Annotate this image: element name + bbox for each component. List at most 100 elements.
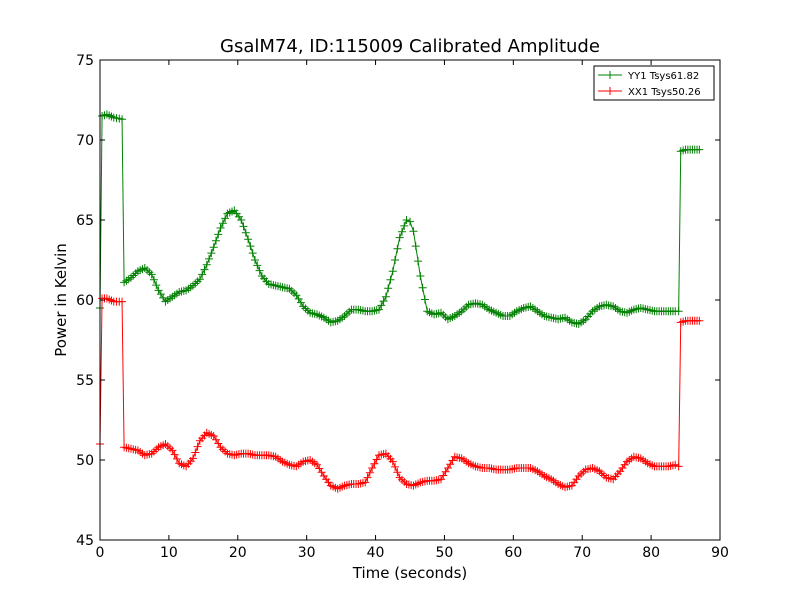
series-2 <box>96 294 704 493</box>
data-point-marker <box>207 249 216 258</box>
y-tick-label: 55 <box>76 373 94 389</box>
series-1 <box>96 110 704 328</box>
y-tick-label: 65 <box>76 213 94 229</box>
data-point-marker <box>406 217 414 226</box>
data-point-marker <box>674 307 683 316</box>
data-point-marker <box>246 242 255 251</box>
data-point-marker <box>172 454 181 463</box>
data-point-marker <box>221 214 230 223</box>
data-point-marker <box>147 270 156 279</box>
x-tick-label: 50 <box>436 545 454 561</box>
y-tick-label: 45 <box>76 533 94 549</box>
data-point-marker <box>372 455 381 464</box>
data-point-marker <box>397 227 406 236</box>
data-point-marker <box>211 236 220 245</box>
y-tick-label: 50 <box>76 453 94 469</box>
legend: YY1 Tsys61.82 XX1 Tsys50.26 <box>593 65 715 101</box>
data-point-marker <box>391 256 400 264</box>
data-point-marker <box>695 316 704 325</box>
data-point-marker <box>191 448 200 457</box>
data-point-marker <box>216 224 225 232</box>
data-point-marker <box>381 292 390 301</box>
data-point-marker <box>388 267 397 276</box>
data-point-marker <box>205 254 214 263</box>
data-point-marker <box>118 115 127 124</box>
data-point-marker <box>671 460 680 469</box>
data-point-marker <box>379 297 388 306</box>
data-point-marker <box>255 266 264 275</box>
data-point-marker <box>414 257 423 266</box>
data-point-marker <box>248 249 257 258</box>
data-point-marker <box>209 243 218 252</box>
y-tick-label: 75 <box>76 53 94 69</box>
data-point-marker <box>409 227 418 236</box>
x-tick-label: 0 <box>96 545 105 561</box>
data-point-marker <box>418 283 427 292</box>
data-point-marker <box>168 446 177 455</box>
data-point-marker <box>402 216 411 224</box>
x-tick-label: 80 <box>642 545 660 561</box>
data-point-marker <box>393 244 402 253</box>
data-point-marker <box>377 301 386 310</box>
data-point-marker <box>361 478 370 487</box>
data-point-marker <box>251 256 259 264</box>
data-point-marker <box>393 468 402 477</box>
data-point-marker <box>170 450 179 459</box>
data-point-marker <box>193 442 202 451</box>
data-point-marker <box>189 454 197 463</box>
x-axis-title: Time (seconds) <box>352 564 468 582</box>
data-point-marker <box>370 459 379 468</box>
data-point-marker <box>384 284 393 293</box>
x-tick-label: 20 <box>229 545 247 561</box>
x-tick-label: 10 <box>160 545 178 561</box>
x-tick-label: 70 <box>573 545 591 561</box>
legend-label: YY1 Tsys61.82 <box>627 71 699 82</box>
data-point-marker <box>118 297 127 306</box>
legend-swatch-marker <box>606 71 614 79</box>
legend-box <box>593 65 715 101</box>
data-point-marker <box>416 272 425 280</box>
legend-entry: XX1 Tsys50.26 <box>598 87 701 98</box>
x-tick-label: 60 <box>504 545 522 561</box>
series-markers <box>96 294 704 493</box>
x-tick-label: 40 <box>367 545 385 561</box>
data-point-marker <box>695 145 704 154</box>
data-point-marker <box>149 275 158 284</box>
y-axis-title: Power in Kelvin <box>52 243 70 357</box>
data-point-marker <box>391 462 400 471</box>
data-point-marker <box>198 270 207 279</box>
data-point-marker <box>239 222 248 231</box>
legend-label: XX1 Tsys50.26 <box>628 87 701 98</box>
data-point-marker <box>214 230 223 239</box>
data-point-marker <box>388 457 397 466</box>
x-tick-label: 90 <box>711 545 729 561</box>
y-tick-label: 70 <box>76 133 94 149</box>
chart-title: GsalM74, ID:115009 Calibrated Amplitude <box>220 36 600 57</box>
data-point-marker <box>253 261 262 270</box>
data-point-marker <box>241 228 250 237</box>
data-point-marker <box>411 242 420 251</box>
data-point-marker <box>244 235 253 244</box>
data-point-marker <box>200 265 209 274</box>
data-point-marker <box>420 295 429 304</box>
data-point-marker <box>674 462 683 471</box>
plot-area <box>96 110 704 493</box>
data-point-marker <box>202 260 211 269</box>
data-point-marker <box>375 305 383 314</box>
ticks: 0 10 20 30 40 50 60 70 80 90 45 50 55 60 65 70 75 <box>76 53 729 561</box>
data-point-marker <box>386 275 395 284</box>
legend-entry: YY1 Tsys61.82 <box>598 71 699 82</box>
data-point-marker <box>363 473 372 482</box>
data-point-marker <box>400 221 409 230</box>
data-point-marker <box>195 275 204 284</box>
series-markers <box>96 110 704 328</box>
x-tick-label: 30 <box>298 545 316 561</box>
data-point-marker <box>152 281 161 290</box>
data-point-marker <box>395 233 404 242</box>
data-point-marker <box>365 468 374 477</box>
data-point-marker <box>237 216 246 224</box>
data-point-marker <box>368 464 377 472</box>
data-point-marker <box>218 219 227 228</box>
legend-swatch-marker <box>606 87 614 95</box>
